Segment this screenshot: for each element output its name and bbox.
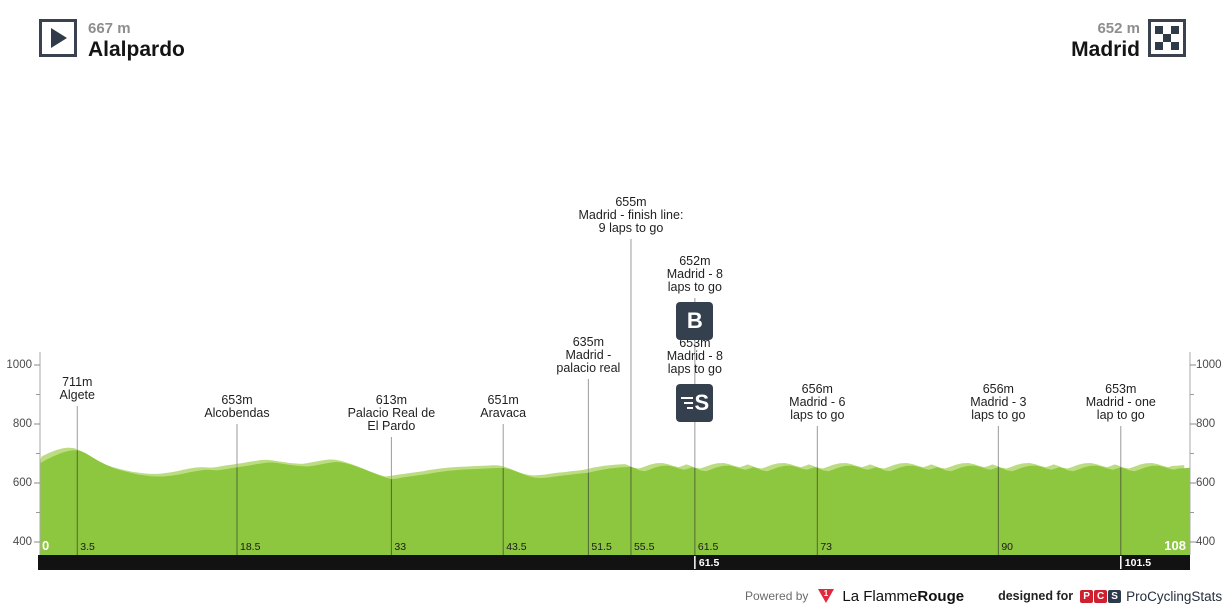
- pcs-letter-box: S: [1108, 589, 1122, 603]
- finish-elevation: 652 m: [1097, 20, 1140, 37]
- km-label-start: 0: [42, 538, 50, 553]
- start-elevation: 667 m: [88, 20, 131, 37]
- icon-letter: B: [686, 308, 703, 333]
- left-y-tick-label: 600: [12, 477, 32, 489]
- play-triangle-icon: [51, 28, 67, 48]
- right-y-tick-label: 600: [1196, 477, 1216, 489]
- waypoint-label: 653m Alcobendas: [162, 394, 312, 420]
- waypoint-label: 652m Madrid - 8 laps to go: [620, 255, 770, 294]
- left-y-tick-label: 400: [12, 536, 32, 548]
- waypoint-elevation: 653m: [1105, 382, 1137, 396]
- waypoint-name-line: Aravaca: [480, 406, 527, 420]
- icon-letter: S: [694, 390, 710, 415]
- km-label-end: 108: [1164, 538, 1186, 553]
- svg-text:1: 1: [824, 589, 829, 598]
- waypoint-elevation: 635m: [572, 335, 605, 349]
- waypoint-name-line: laps to go: [667, 280, 722, 294]
- finish-location-name: Madrid: [1071, 38, 1140, 61]
- waypoint-label: 653m Madrid - one lap to go: [1046, 383, 1196, 422]
- waypoint-elevation: 652m: [679, 254, 711, 268]
- waypoint-label: 711m Algete: [2, 376, 152, 402]
- waypoint-name-line: laps to go: [790, 408, 845, 422]
- left-y-tick-label: 800: [12, 418, 32, 430]
- waypoint-name-line: Algete: [59, 388, 95, 402]
- km-tick-label: 90: [1001, 541, 1014, 553]
- waypoint-name-line: Madrid - 8: [666, 349, 723, 363]
- km-tick-label: 43.5: [506, 541, 527, 553]
- bonus-sprint-b-icon: B: [676, 302, 714, 340]
- km-tick-label: 73: [820, 541, 832, 553]
- right-y-tick-label: 1000: [1196, 359, 1222, 371]
- waypoint-elevation: 651m: [487, 393, 519, 407]
- waypoint-elevation: 656m: [982, 382, 1014, 396]
- km-tick-label: 55.5: [633, 541, 655, 553]
- waypoint-name-line: laps to go: [667, 362, 722, 376]
- waypoint-elevation: 655m: [615, 195, 647, 209]
- procyclingstats-wordmark[interactable]: ProCyclingStats: [1126, 588, 1223, 604]
- circuit-marker-label: 61.5: [698, 557, 720, 569]
- right-y-tick-label: 800: [1196, 418, 1216, 430]
- km-tick-label: 18.5: [239, 541, 261, 553]
- speed-bars: [680, 396, 693, 410]
- finish-checkered-flag-icon: [1148, 19, 1186, 57]
- waypoint-elevation: 653m: [221, 393, 253, 407]
- waypoint-label: 656m Madrid - 6 laps to go: [742, 383, 892, 422]
- circuit-marker-label: 101.5: [1124, 557, 1152, 569]
- waypoint-label: 635m Madrid - palacio real: [513, 336, 663, 375]
- waypoint-name-line: lap to go: [1096, 408, 1145, 422]
- pcs-letter-box: P: [1080, 589, 1094, 603]
- waypoint-name-line: laps to go: [971, 408, 1026, 422]
- waypoint-name-line: Madrid - finish line:: [578, 208, 684, 222]
- km-tick-label: 3.5: [80, 541, 95, 553]
- la-flamme-rouge-logo-icon: 1: [818, 589, 835, 603]
- waypoint-label: 656m Madrid - 3 laps to go: [923, 383, 1073, 422]
- start-flag-icon: [39, 19, 77, 57]
- waypoint-label: 651m Aravaca: [428, 394, 578, 420]
- waypoint-elevation: 613m: [375, 393, 408, 407]
- lfr-bold: Rouge: [917, 587, 965, 605]
- waypoint-label: 613m Palacio Real de El Pardo: [316, 394, 466, 433]
- finish-circuit-bar: [38, 555, 1190, 570]
- checker-pattern: [1155, 26, 1179, 50]
- waypoint-name-line: Madrid - one: [1085, 395, 1156, 409]
- waypoint-elevation: 656m: [801, 382, 833, 396]
- waypoint-name-line: Madrid - 8: [666, 267, 723, 281]
- designed-for-label: designed for: [998, 589, 1074, 603]
- lfr-regular: La Flamme: [842, 587, 918, 605]
- pcs-letter-box: C: [1094, 589, 1108, 603]
- right-y-tick-label: 400: [1196, 536, 1216, 548]
- waypoint-label: 653m Madrid - 8 laps to go: [620, 337, 770, 376]
- waypoint-name-line: Madrid - 3: [970, 395, 1027, 409]
- start-location-name: Alalpardo: [88, 38, 185, 61]
- waypoint-elevation: 711m: [62, 375, 93, 389]
- waypoint-name-line: 9 laps to go: [598, 221, 664, 235]
- km-tick-label: 61.5: [697, 541, 719, 553]
- waypoint-name-line: Palacio Real de: [347, 406, 436, 420]
- sprint-s-icon: S: [676, 384, 714, 422]
- left-y-tick-label: 1000: [6, 359, 32, 371]
- waypoint-name-line: Madrid - 6: [789, 395, 846, 409]
- waypoint-name-line: Madrid -: [565, 348, 612, 362]
- km-tick-label: 51.5: [591, 541, 612, 553]
- profile-area: [40, 450, 1190, 555]
- la-flamme-rouge-wordmark[interactable]: La FlammeRouge: [842, 588, 964, 605]
- waypoint-name-line: palacio real: [556, 361, 621, 375]
- footer: Powered by 1 La FlammeRouge designed for…: [745, 585, 1222, 607]
- waypoint-name-line: Alcobendas: [204, 406, 270, 420]
- waypoint-name-line: El Pardo: [367, 419, 416, 433]
- waypoint-label: 655m Madrid - finish line: 9 laps to go: [556, 196, 706, 235]
- km-tick-label: 33: [394, 541, 407, 553]
- powered-by-label: Powered by: [745, 589, 809, 603]
